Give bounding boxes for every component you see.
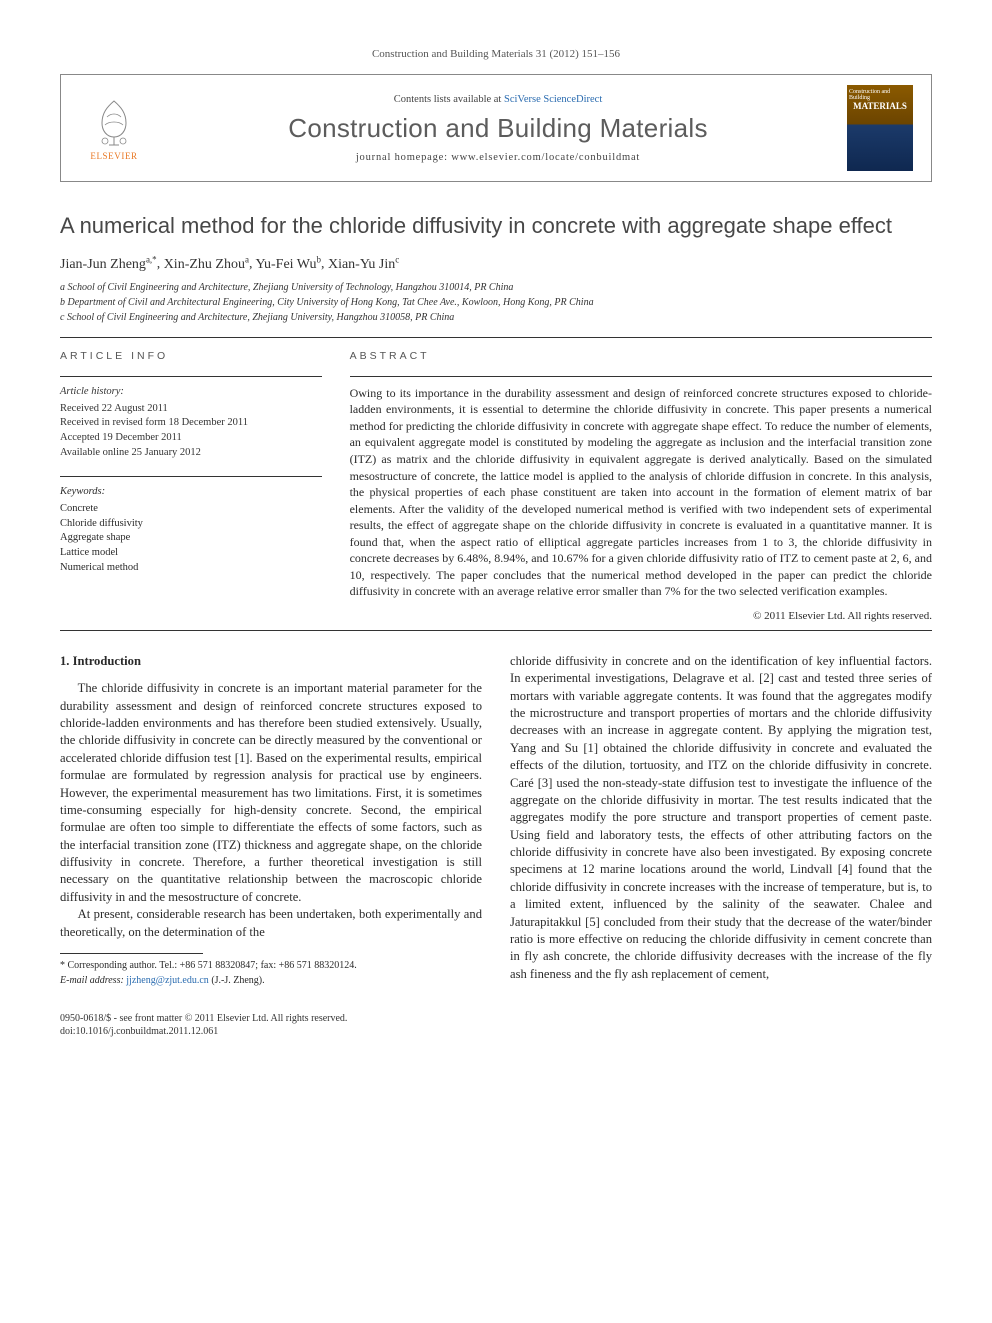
abstract-divider <box>350 376 932 377</box>
front-matter-line: 0950-0618/$ - see front matter © 2011 El… <box>60 1012 347 1025</box>
affiliation-a: a School of Civil Engineering and Archit… <box>60 281 932 295</box>
journal-homepage: journal homepage: www.elsevier.com/locat… <box>149 152 847 163</box>
article-info-label: ARTICLE INFO <box>60 350 322 362</box>
keywords-block: Keywords: Concrete Chloride diffusivity … <box>60 485 322 575</box>
article-body: 1. Introduction The chloride diffusivity… <box>60 653 932 988</box>
sciencedirect-link[interactable]: SciVerse ScienceDirect <box>504 94 602 105</box>
history-item: Received in revised form 18 December 201… <box>60 416 322 431</box>
footnote-rule <box>60 953 203 954</box>
info-divider <box>60 376 322 377</box>
history-head: Article history: <box>60 385 322 400</box>
author-4: Xian-Yu Jinc <box>328 257 399 272</box>
author-email-link[interactable]: jjzheng@zjut.edu.cn <box>126 975 209 986</box>
keyword: Numerical method <box>60 561 322 576</box>
footnotes: * Corresponding author. Tel.: +86 571 88… <box>60 959 482 988</box>
affiliation-b: b Department of Civil and Architectural … <box>60 296 932 310</box>
email-owner: (J.-J. Zheng). <box>211 975 264 986</box>
elsevier-name: ELSEVIER <box>90 151 137 161</box>
abstract-label: ABSTRACT <box>350 350 932 362</box>
body-paragraph: At present, considerable research has be… <box>60 906 482 941</box>
journal-reference: Construction and Building Materials 31 (… <box>60 48 932 60</box>
homepage-prefix: journal homepage: <box>356 152 451 163</box>
elsevier-logo: ELSEVIER <box>79 95 149 161</box>
author-3: Yu-Fei Wub <box>255 257 321 272</box>
abstract-text: Owing to its importance in the durabilit… <box>350 385 932 600</box>
journal-cover-thumb: Construction and Building MATERIALS <box>847 85 913 171</box>
body-paragraph: chloride diffusivity in concrete and on … <box>510 653 932 983</box>
keyword: Lattice model <box>60 546 322 561</box>
page-footer: 0950-0618/$ - see front matter © 2011 El… <box>60 1012 932 1038</box>
affiliation-c: c School of Civil Engineering and Archit… <box>60 311 932 325</box>
history-item: Available online 25 January 2012 <box>60 446 322 461</box>
doi-line: doi:10.1016/j.conbuildmat.2011.12.061 <box>60 1025 347 1038</box>
body-paragraph: The chloride diffusivity in concrete is … <box>60 680 482 906</box>
author-1: Jian-Jun Zhenga,* <box>60 257 157 272</box>
body-divider <box>60 630 932 631</box>
corresponding-author-note: * Corresponding author. Tel.: +86 571 88… <box>60 959 482 973</box>
cover-line2: MATERIALS <box>853 102 907 111</box>
cover-line1: Construction and Building <box>849 89 911 101</box>
author-2: Xin-Zhu Zhoua <box>164 257 249 272</box>
email-label: E-mail address: <box>60 975 124 986</box>
contents-prefix: Contents lists available at <box>394 94 504 105</box>
article-title: A numerical method for the chloride diff… <box>60 212 932 240</box>
keyword: Chloride diffusivity <box>60 517 322 532</box>
journal-title: Construction and Building Materials <box>149 113 847 144</box>
contents-list-line: Contents lists available at SciVerse Sci… <box>149 94 847 105</box>
elsevier-tree-icon <box>87 95 141 149</box>
keywords-divider <box>60 476 322 477</box>
history-item: Accepted 19 December 2011 <box>60 431 322 446</box>
divider <box>60 337 932 338</box>
section-heading-introduction: 1. Introduction <box>60 653 482 670</box>
affiliations: a School of Civil Engineering and Archit… <box>60 281 932 325</box>
abstract-copyright: © 2011 Elsevier Ltd. All rights reserved… <box>350 610 932 622</box>
keyword: Aggregate shape <box>60 531 322 546</box>
history-item: Received 22 August 2011 <box>60 402 322 417</box>
homepage-url[interactable]: www.elsevier.com/locate/conbuildmat <box>451 152 640 163</box>
journal-header: ELSEVIER Contents lists available at Sci… <box>60 74 932 182</box>
article-history: Article history: Received 22 August 2011… <box>60 385 322 460</box>
keywords-head: Keywords: <box>60 485 322 500</box>
keyword: Concrete <box>60 502 322 517</box>
authors-line: Jian-Jun Zhenga,*, Xin-Zhu Zhoua, Yu-Fei… <box>60 254 932 273</box>
